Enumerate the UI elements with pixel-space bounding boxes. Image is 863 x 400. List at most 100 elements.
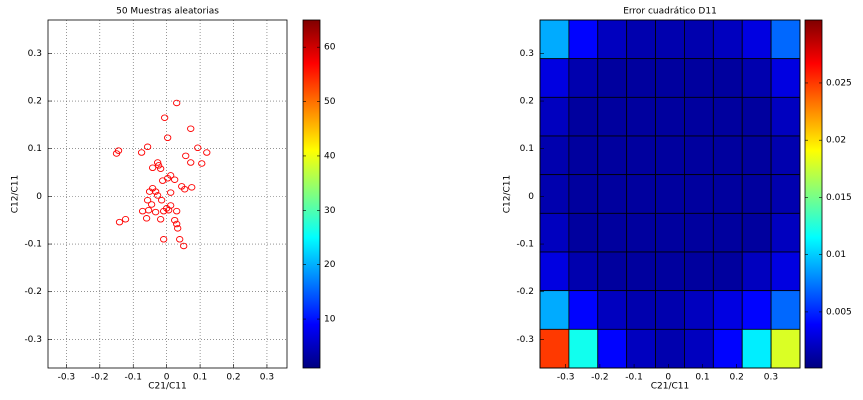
x-axis-label: C21/C11 [148, 382, 187, 392]
heatmap-cell [770, 212, 801, 253]
x-tick-label: 0.3 [764, 373, 778, 383]
heatmap-cell [741, 96, 772, 137]
x-tick-label: 0.2 [730, 373, 744, 383]
heatmap-cell [655, 135, 685, 176]
y-tick-label: 0 [36, 192, 42, 202]
heatmap-cell [655, 251, 685, 292]
heatmap-cell [712, 290, 743, 330]
heatmap-cell [626, 19, 656, 60]
heatmap-cell [770, 19, 801, 60]
heatmap-cell [741, 174, 772, 214]
heatmap-cell [597, 96, 628, 137]
x-tick-label: 0.1 [695, 373, 709, 383]
heatmap-cell [655, 58, 685, 98]
heatmap-cell [712, 19, 743, 60]
heatmap-cell [770, 96, 801, 137]
heatmap-cell [568, 19, 599, 60]
heatmap-cell [568, 96, 599, 137]
y-tick-label: -0.1 [516, 240, 534, 250]
heatmap-cell [684, 290, 714, 330]
heatmap-cell [568, 212, 599, 253]
heatmap-cell [655, 328, 685, 369]
scatter-point [187, 159, 195, 166]
heatmap-cell [626, 58, 656, 98]
heatmap-cell [626, 135, 656, 176]
y-tick-label: 0.1 [520, 144, 534, 154]
heatmap-cell [626, 251, 656, 292]
scatter-point [156, 216, 165, 223]
scatter-point [194, 144, 202, 152]
scatter-point [167, 189, 175, 196]
scatter-point [173, 220, 181, 228]
colorbar-tick-label: 40 [324, 151, 336, 161]
colorbar-tick-label: 50 [324, 97, 336, 107]
y-tick-label: -0.1 [24, 240, 42, 250]
colorbar [804, 19, 823, 369]
x-tick-label: 0 [164, 373, 170, 383]
heatmap-cell [539, 174, 570, 214]
scatter-point [143, 143, 152, 151]
heatmap-cell [539, 19, 570, 60]
heatmap-cell [684, 328, 714, 369]
colorbar-tick-label: 0.01 [826, 250, 846, 260]
colorbar-tick-label: 20 [324, 260, 336, 270]
heatmap-cell [741, 19, 772, 60]
heatmap-cell [684, 135, 714, 176]
scatter-point [173, 207, 181, 215]
scatter-point [148, 164, 157, 172]
heatmap-cell [597, 19, 628, 60]
scatter-point [121, 216, 130, 223]
scatter-point [160, 236, 168, 243]
scatter-point [161, 114, 169, 121]
scatter-point [188, 184, 196, 191]
scatter-point [151, 188, 160, 195]
heatmap-cell [684, 19, 714, 60]
y-tick-label: 0.2 [520, 97, 534, 107]
scatter-point [151, 208, 160, 216]
heatmap-cell [741, 58, 772, 98]
x-tick-label: -0.2 [591, 373, 609, 383]
y-axis-label: C12/C11 [503, 175, 513, 214]
scatter-point [180, 242, 188, 250]
heatmap-cell [597, 290, 628, 330]
colorbar-tick-label: 0.005 [826, 307, 852, 317]
x-tick-label: -0.3 [58, 373, 76, 383]
x-tick-label: 0.3 [260, 373, 274, 383]
scatter-point [143, 196, 152, 204]
scatter-point [187, 125, 195, 132]
x-tick-label: 0.2 [226, 373, 240, 383]
y-tick-label: 0.2 [28, 97, 42, 107]
heatmap-cell [770, 328, 801, 369]
scatter-point [203, 149, 211, 156]
heatmap-cell [597, 212, 628, 253]
heatmap-cell [597, 251, 628, 292]
colorbar-tick-label: 10 [324, 315, 336, 325]
colorbar-tick-label: 0.015 [826, 193, 852, 203]
scatter-point [137, 149, 146, 156]
heatmap-cell [712, 212, 743, 253]
x-tick-label: -0.1 [625, 373, 643, 383]
y-tick-label: 0.1 [28, 144, 42, 154]
scatter-point [112, 150, 121, 157]
heatmap-cell [684, 96, 714, 137]
heatmap-cell [712, 96, 743, 137]
heatmap-cell [539, 135, 570, 176]
heatmap-cell [712, 328, 743, 369]
heatmap-cell [684, 212, 714, 253]
heatmap-cell [741, 290, 772, 330]
scatter-point [158, 196, 166, 204]
scatter-point [181, 185, 189, 193]
scatter-point [115, 218, 124, 226]
x-tick-label: 0 [665, 373, 671, 383]
scatter-point [173, 99, 181, 107]
scatter-point [147, 201, 156, 208]
scatter-point [165, 206, 173, 214]
scatter-point [160, 207, 168, 215]
heatmap-cell [741, 212, 772, 253]
scatter-point [153, 159, 162, 166]
heatmap-cell [597, 174, 628, 214]
heatmap-cell [568, 135, 599, 176]
heatmap-cell [626, 290, 656, 330]
heatmap-cell [655, 212, 685, 253]
